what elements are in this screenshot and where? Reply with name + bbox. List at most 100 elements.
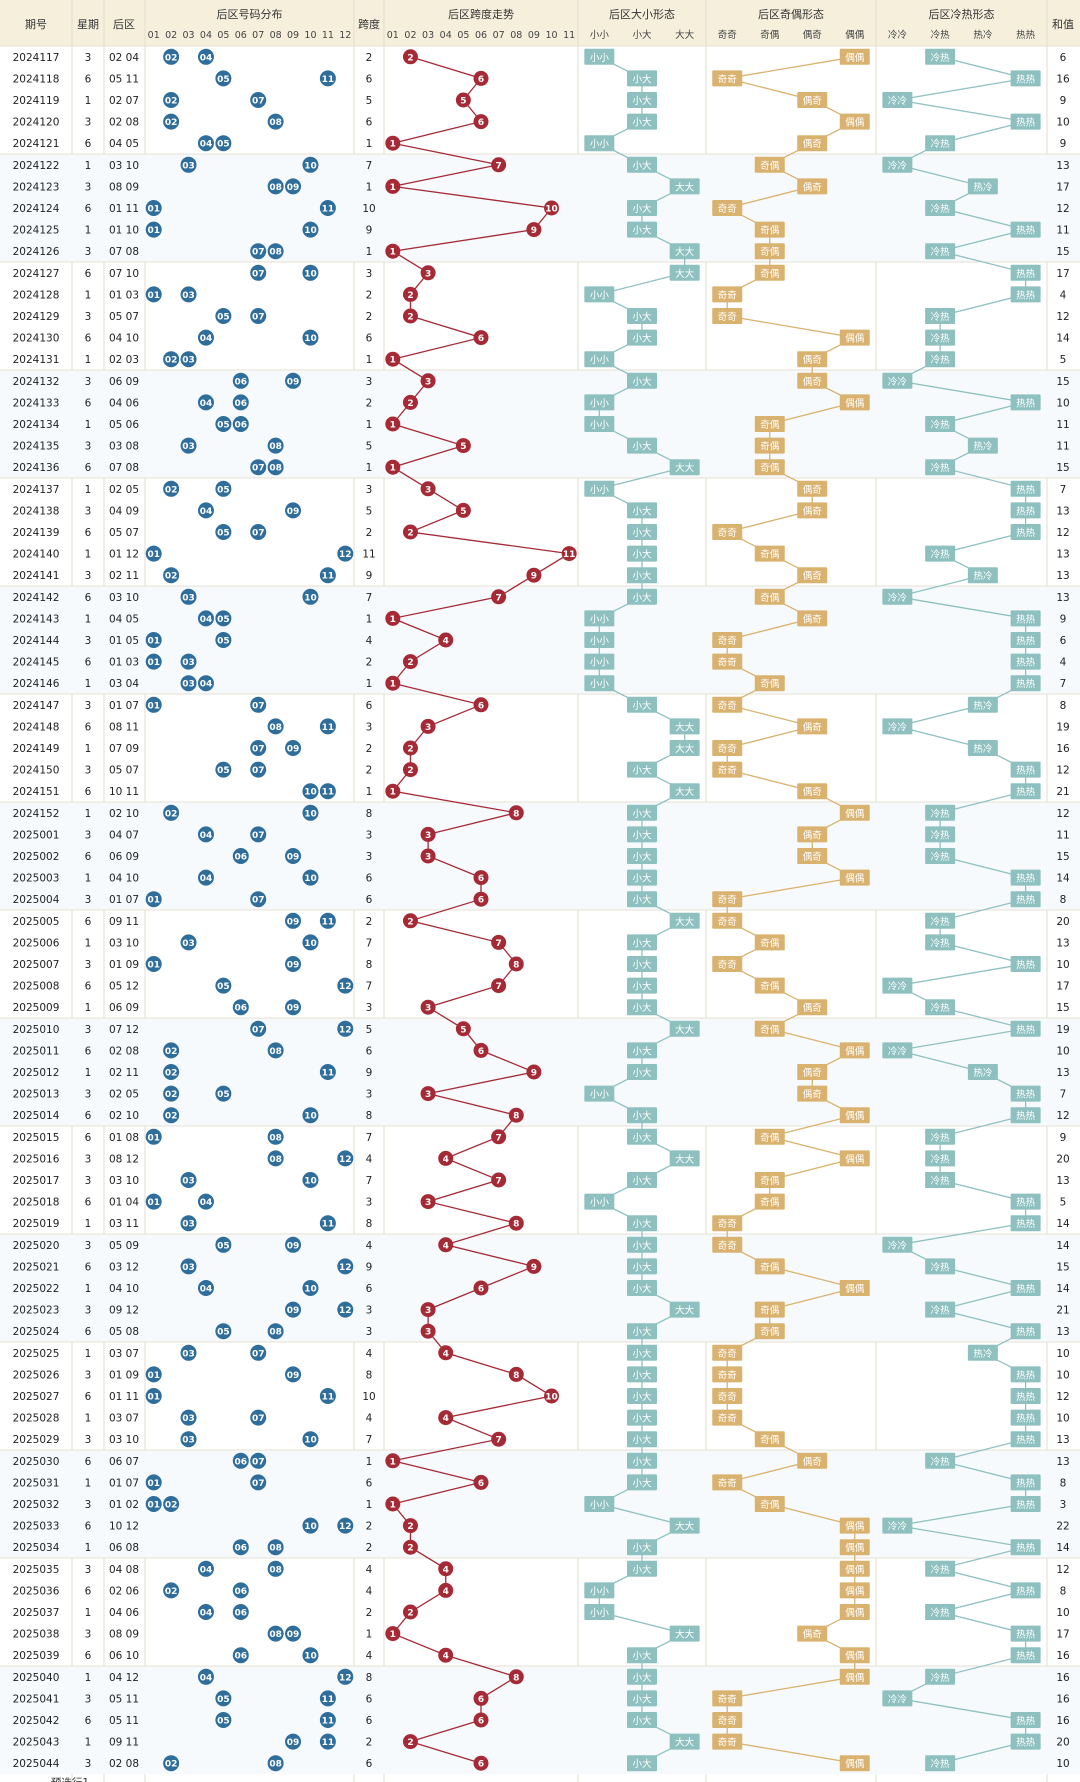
distribution-ball-label: 09 (287, 961, 300, 971)
span-trend-label: 6 (478, 874, 484, 884)
hotcold-tag-label: 冷冷 (888, 376, 908, 388)
sum-cell: 13 (1056, 1326, 1069, 1338)
hotcold-tag-label: 冷热 (931, 246, 951, 258)
distribution-ball-label: 07 (252, 1349, 265, 1359)
header-trend-num: 06 (475, 30, 487, 41)
hotcold-tag-label: 冷热 (931, 138, 951, 150)
row-band (0, 1277, 1080, 1299)
span-trend-label: 6 (478, 1479, 484, 1489)
parity-tag-label: 奇偶 (760, 419, 779, 431)
parity-tag (797, 480, 828, 497)
back-cell: 05 11 (109, 1715, 139, 1727)
parity-tag (754, 675, 785, 692)
footer-label: 预选行1 (51, 1776, 89, 1782)
hotcold-tag-label: 热热 (1016, 959, 1036, 971)
row-band (0, 802, 1080, 824)
period-cell: 2024122 (13, 160, 60, 172)
hotcold-tag-label: 冷热 (931, 1175, 951, 1187)
period-cell: 2024147 (13, 700, 60, 712)
parity-tag-label: 奇偶 (760, 268, 779, 280)
period-cell: 2025030 (13, 1456, 60, 1468)
distribution-ball (285, 912, 302, 929)
distribution-ball-label: 10 (304, 1285, 317, 1295)
span-cell: 7 (366, 1132, 373, 1144)
distribution-ball (197, 135, 214, 152)
distribution-ball-label: 07 (252, 896, 265, 906)
distribution-ball-label: 02 (165, 1501, 178, 1511)
period-cell: 2024138 (13, 505, 60, 517)
distribution-ball-label: 07 (252, 464, 265, 474)
sum-cell: 11 (1056, 225, 1069, 237)
parity-tag-label: 偶奇 (803, 138, 823, 150)
sum-cell: 12 (1056, 527, 1069, 539)
header-dist-num: 12 (339, 30, 351, 41)
distribution-ball-label: 02 (165, 485, 178, 495)
sum-cell: 10 (1056, 1758, 1069, 1770)
header-trend-num: 04 (440, 30, 452, 41)
parity-tag-label: 偶奇 (803, 1089, 823, 1101)
sum-cell: 4 (1060, 657, 1067, 669)
span-trend-label: 8 (513, 1673, 519, 1683)
row-band (0, 650, 1080, 673)
distribution-ball-label: 09 (287, 1004, 300, 1014)
hotcold-tag (925, 848, 956, 864)
distribution-ball-label: 06 (235, 377, 248, 387)
span-trend-label: 1 (390, 1501, 396, 1511)
distribution-ball (250, 891, 267, 908)
header-dist-num: 10 (304, 30, 316, 41)
span-trend-point (438, 1345, 454, 1361)
size-tag-label: 大大 (675, 1737, 695, 1749)
distribution-ball-label: 03 (182, 1436, 195, 1446)
span-trend-label: 1 (390, 183, 396, 193)
span-trend-line (390, 56, 572, 1764)
span-trend-point (526, 567, 542, 583)
distribution-ball-label: 05 (217, 140, 230, 150)
sum-cell: 10 (1056, 1413, 1069, 1425)
weekday-cell: 3 (85, 1153, 92, 1165)
hotcold-tag-label: 热热 (1016, 1024, 1036, 1036)
size-tag-label: 小大 (632, 570, 652, 582)
back-cell: 04 05 (109, 613, 139, 625)
back-cell: 04 10 (109, 333, 139, 345)
distribution-ball (145, 653, 162, 670)
distribution-ball (163, 1496, 180, 1512)
span-cell: 9 (366, 1067, 373, 1079)
distribution-ball-label: 11 (322, 1717, 335, 1727)
size-tag (627, 761, 657, 778)
hotcold-tag-label: 热热 (1016, 73, 1036, 85)
span-cell: 6 (366, 1477, 373, 1489)
distribution-ball (197, 1668, 214, 1685)
span-cell: 2 (366, 1737, 373, 1749)
size-tag (627, 1366, 657, 1383)
span-cell: 1 (366, 419, 373, 431)
sum-cell: 17 (1056, 981, 1069, 993)
back-cell: 02 08 (109, 117, 139, 129)
parity-tag-label: 奇奇 (718, 1693, 738, 1705)
sum-cell: 8 (1060, 1477, 1067, 1489)
sum-cell: 16 (1056, 1650, 1070, 1662)
distribution-ball (215, 524, 232, 540)
header-distribution: 后区号码分布 (217, 8, 283, 21)
distribution-ball-label: 03 (182, 161, 195, 171)
distribution-ball (197, 1280, 214, 1296)
header-trend: 后区跨度走势 (448, 7, 514, 21)
hotcold-tag-label: 冷冷 (888, 1240, 908, 1252)
hotcold-tag-label: 冷热 (931, 1002, 951, 1014)
hotcold-tag (967, 696, 998, 713)
period-cell: 2025004 (13, 894, 60, 906)
span-cell: 2 (366, 916, 373, 928)
weekday-cell: 1 (85, 549, 92, 561)
parity-tag-label: 偶偶 (845, 1585, 864, 1597)
span-trend-point (402, 286, 418, 302)
distribution-ball-label: 02 (165, 1069, 178, 1079)
span-trend-point (402, 1539, 418, 1555)
span-cell: 2 (366, 1521, 373, 1533)
back-cell: 10 11 (109, 786, 139, 798)
size-tag (669, 912, 700, 929)
distribution-ball-label: 08 (269, 1760, 282, 1770)
distribution-ball-label: 11 (322, 1393, 335, 1403)
row-band (0, 413, 1080, 435)
span-trend-label: 10 (545, 205, 558, 215)
distribution-ball (215, 1085, 232, 1102)
header-dist-num: 07 (252, 30, 264, 41)
